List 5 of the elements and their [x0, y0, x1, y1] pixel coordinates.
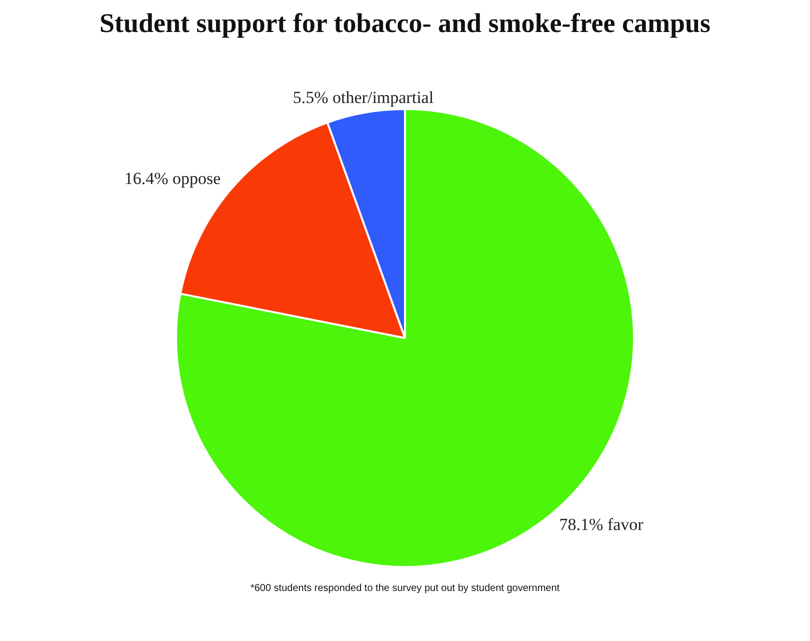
- slice-label: 5.5% other/impartial: [292, 88, 434, 108]
- slice-label: 78.1% favor: [559, 515, 644, 534]
- text: *600 students responded to the survey put out by student government: [249, 583, 561, 594]
- chart-title: Student support for tobacco- and smoke-free campus: [98, 8, 712, 39]
- slice-label: 16.4% oppose: [124, 169, 221, 188]
